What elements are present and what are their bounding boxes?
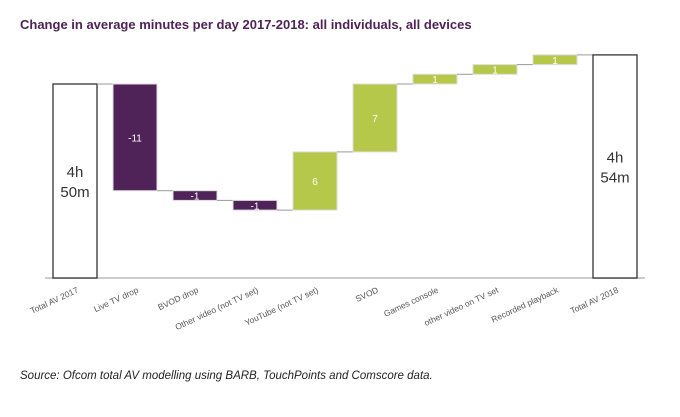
delta-bar — [292, 151, 338, 211]
x-tick-label: Live TV drop — [92, 285, 140, 314]
delta-label: -1 — [251, 201, 260, 212]
delta-label: -1 — [191, 192, 200, 203]
chart-title: Change in average minutes per day 2017-2… — [20, 17, 472, 32]
delta-label: 1 — [492, 65, 498, 76]
total-bar-label: 4h — [67, 164, 84, 181]
delta-label: 1 — [432, 75, 438, 86]
x-tick-label: Total AV 2018 — [569, 285, 620, 316]
delta-bar — [352, 83, 398, 153]
x-tick-label: SVOD — [354, 285, 380, 304]
delta-bar — [232, 199, 278, 211]
total-bar-label: 54m — [600, 169, 629, 186]
delta-label: 7 — [372, 114, 378, 125]
delta-bar — [172, 190, 218, 201]
total-bar-label: 4h — [607, 149, 624, 166]
total-bar — [592, 54, 638, 279]
delta-label: 6 — [312, 177, 318, 188]
x-tick-label: Total AV 2017 — [29, 285, 80, 316]
delta-label: 1 — [552, 56, 558, 67]
source-note: Source: Ofcom total AV modelling using B… — [20, 370, 433, 382]
waterfall-chart: 4h 50m -11 -1 -1 6 7 1 1 1 4h 54m Total AV 2017 Live … — [29, 54, 645, 332]
delta-bar — [472, 64, 518, 75]
delta-bar — [532, 54, 578, 66]
delta-label: -11 — [128, 133, 142, 144]
delta-bar — [112, 83, 158, 192]
total-bar — [52, 83, 98, 279]
delta-bar — [412, 73, 458, 85]
x-tick-label: Recorded playback — [490, 284, 561, 324]
total-bar-label: 50m — [60, 184, 89, 201]
x-tick-label: BVOD drop — [156, 285, 200, 313]
